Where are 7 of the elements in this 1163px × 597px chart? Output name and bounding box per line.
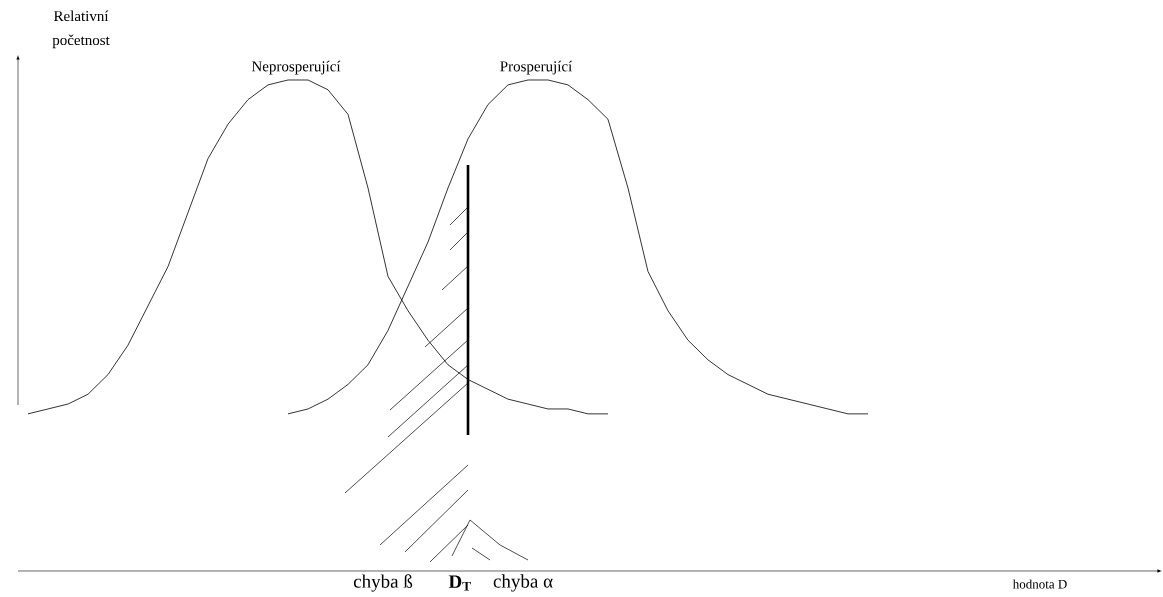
text: D$_{T}$ <box>448 575 471 591</box>
text: chyba α <box>493 574 553 592</box>
x-axis-title: hodnota D <box>1012 579 1067 589</box>
series-label: Neprosperující <box>251 60 341 75</box>
text: chyba ß <box>353 574 413 592</box>
y-axis-title: Relativní početnost <box>52 10 110 49</box>
series-label: Prosperující <box>500 60 573 75</box>
